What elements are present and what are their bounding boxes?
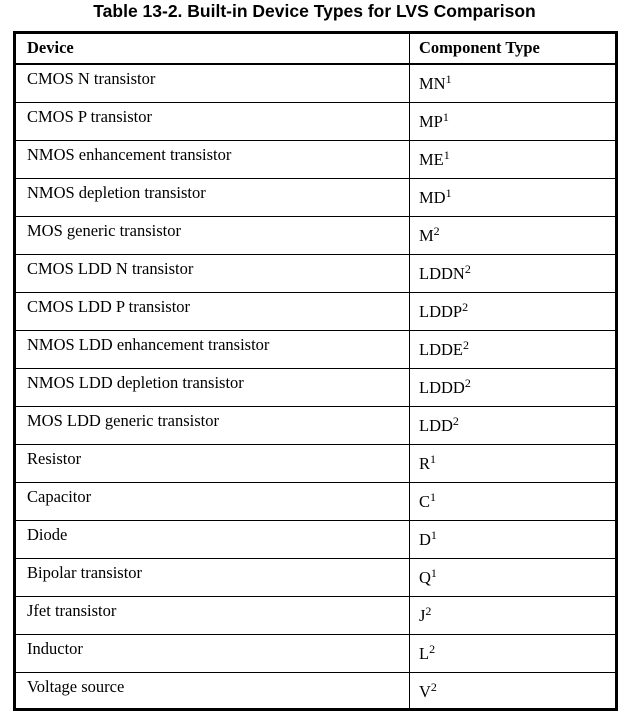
table-row: Diode D1 bbox=[16, 520, 615, 558]
device-cell: Jfet transistor bbox=[16, 597, 410, 634]
component-type-cell: M2 bbox=[410, 217, 615, 254]
device-cell: Voltage source bbox=[16, 673, 410, 710]
footnote-marker: 2 bbox=[430, 680, 437, 694]
table-row: Voltage source V2 bbox=[16, 672, 615, 710]
table-row: Inductor L2 bbox=[16, 634, 615, 672]
device-cell: MOS generic transistor bbox=[16, 217, 410, 254]
footnote-marker: 2 bbox=[464, 376, 471, 390]
component-type-cell: R1 bbox=[410, 445, 615, 482]
component-type: C bbox=[419, 492, 431, 511]
component-type-cell: ME1 bbox=[410, 141, 615, 178]
component-type-cell: MP1 bbox=[410, 103, 615, 140]
table-row: Bipolar transistor Q1 bbox=[16, 558, 615, 596]
footnote-marker: 2 bbox=[463, 338, 469, 352]
footnote-marker: 1 bbox=[442, 110, 449, 124]
footnote-marker: 1 bbox=[443, 148, 450, 162]
device-cell: NMOS LDD enhancement transistor bbox=[16, 331, 410, 368]
component-type: R bbox=[419, 454, 431, 473]
device-cell: Resistor bbox=[16, 445, 410, 482]
footnote-marker: 1 bbox=[430, 528, 437, 542]
footnote-marker: 1 bbox=[430, 490, 437, 504]
component-type-cell: MN1 bbox=[410, 65, 615, 102]
table-row: Capacitor C1 bbox=[16, 482, 615, 520]
component-type-cell: L2 bbox=[410, 635, 615, 672]
device-cell: CMOS P transistor bbox=[16, 103, 410, 140]
footnote-marker: 1 bbox=[445, 186, 452, 200]
component-type: LDDP bbox=[419, 302, 463, 321]
device-types-table: Device Component Type CMOS N transistor M… bbox=[13, 31, 618, 711]
footnote-marker: 2 bbox=[452, 414, 459, 428]
table-row: Jfet transistor J2 bbox=[16, 596, 615, 634]
component-type: ME bbox=[419, 150, 444, 169]
component-type-cell: LDDP2 bbox=[410, 293, 615, 330]
component-type: MP bbox=[419, 112, 443, 131]
header-component-type: Component Type bbox=[419, 38, 540, 57]
table-row: MOS generic transistor M2 bbox=[16, 216, 615, 254]
component-type-cell: LDDE2 bbox=[410, 331, 615, 368]
component-type: LDDN bbox=[419, 264, 465, 283]
component-type-cell: LDDN2 bbox=[410, 255, 615, 292]
component-type-cell: MD1 bbox=[410, 179, 615, 216]
device-cell: Diode bbox=[16, 521, 410, 558]
table-row: NMOS depletion transistor MD1 bbox=[16, 178, 615, 216]
component-type-cell: D1 bbox=[410, 521, 615, 558]
component-type: LDDE bbox=[419, 340, 463, 359]
footnote-marker: 1 bbox=[445, 72, 452, 86]
component-type-cell: C1 bbox=[410, 483, 615, 520]
footnote-marker: 2 bbox=[462, 300, 469, 314]
device-cell: CMOS LDD N transistor bbox=[16, 255, 410, 292]
component-type: M bbox=[419, 226, 434, 245]
table-body: CMOS N transistor MN1 CMOS P transistor MP1… bbox=[16, 64, 615, 710]
component-type: V bbox=[419, 682, 431, 701]
device-cell: NMOS enhancement transistor bbox=[16, 141, 410, 178]
table-row: NMOS enhancement transistor ME1 bbox=[16, 140, 615, 178]
component-type-cell: LDDD2 bbox=[410, 369, 615, 406]
table-row: NMOS LDD depletion transistor LDDD2 bbox=[16, 368, 615, 406]
component-type: MN bbox=[419, 74, 446, 93]
table-title: Table 13-2. Built-in Device Types for LV… bbox=[93, 1, 536, 21]
footnote-marker: 2 bbox=[464, 262, 471, 276]
footnote-marker: 1 bbox=[430, 566, 437, 580]
component-type: LDDD bbox=[419, 378, 465, 397]
table-row: Resistor R1 bbox=[16, 444, 615, 482]
table-row: CMOS LDD N transistor LDDN2 bbox=[16, 254, 615, 292]
component-type-cell: Q1 bbox=[410, 559, 615, 596]
device-cell: CMOS N transistor bbox=[16, 65, 410, 102]
component-type: D bbox=[419, 530, 431, 549]
table-row: CMOS N transistor MN1 bbox=[16, 64, 615, 102]
footnote-marker: 2 bbox=[429, 642, 436, 656]
device-cell: Inductor bbox=[16, 635, 410, 672]
device-cell: NMOS LDD depletion transistor bbox=[16, 369, 410, 406]
table-header-row: Device Component Type bbox=[16, 34, 615, 64]
table-row: MOS LDD generic transistor LDD2 bbox=[16, 406, 615, 444]
footnote-marker: 1 bbox=[430, 452, 437, 466]
device-cell: Capacitor bbox=[16, 483, 410, 520]
device-cell: Bipolar transistor bbox=[16, 559, 410, 596]
device-cell: NMOS depletion transistor bbox=[16, 179, 410, 216]
table-row: NMOS LDD enhancement transistor LDDE2 bbox=[16, 330, 615, 368]
component-type: J bbox=[419, 606, 426, 625]
footnote-marker: 2 bbox=[425, 604, 432, 618]
component-type: Q bbox=[419, 568, 431, 587]
table-row: CMOS P transistor MP1 bbox=[16, 102, 615, 140]
component-type-cell: LDD2 bbox=[410, 407, 615, 444]
footnote-marker: 2 bbox=[433, 224, 440, 238]
table-row: CMOS LDD P transistor LDDP2 bbox=[16, 292, 615, 330]
component-type: LDD bbox=[419, 416, 453, 435]
component-type-cell: J2 bbox=[410, 597, 615, 634]
component-type: MD bbox=[419, 188, 446, 207]
header-device: Device bbox=[16, 34, 410, 63]
component-type-cell: V2 bbox=[410, 673, 615, 710]
device-cell: CMOS LDD P transistor bbox=[16, 293, 410, 330]
component-type: L bbox=[419, 644, 430, 663]
device-cell: MOS LDD generic transistor bbox=[16, 407, 410, 444]
